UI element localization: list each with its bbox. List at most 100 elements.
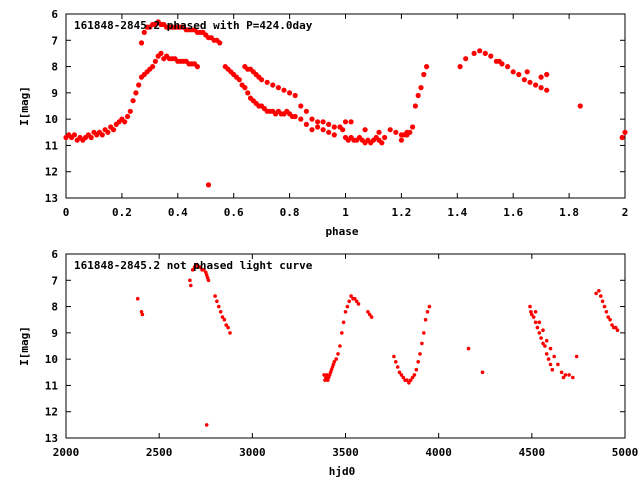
data-point	[303, 121, 309, 127]
data-point	[571, 375, 575, 380]
y-tick-label: 8	[51, 61, 58, 74]
data-point	[205, 182, 212, 188]
x-tick-label: 1.6	[503, 206, 523, 219]
data-point	[392, 354, 396, 359]
data-point	[298, 116, 304, 122]
data-point	[99, 132, 105, 138]
data-point	[537, 320, 542, 325]
data-point	[130, 98, 136, 104]
data-point	[135, 296, 140, 301]
data-point	[604, 310, 609, 314]
data-point	[326, 129, 332, 135]
data-point	[198, 265, 202, 269]
data-point	[136, 82, 142, 88]
x-tick-label: 0.8	[280, 206, 300, 219]
data-point	[264, 79, 270, 85]
data-point	[218, 310, 223, 314]
x-tick-label: 1.8	[559, 206, 579, 219]
data-point	[369, 315, 374, 319]
data-point	[471, 50, 477, 57]
data-point	[602, 304, 607, 309]
data-point	[309, 116, 315, 122]
data-point	[387, 127, 393, 133]
data-point	[303, 108, 309, 114]
data-point	[315, 124, 321, 130]
data-point	[410, 124, 416, 130]
data-point	[320, 119, 326, 125]
phased-plot-xlabel: phase	[325, 225, 358, 238]
data-point	[356, 302, 361, 306]
data-point	[348, 119, 354, 125]
data-point	[561, 375, 566, 380]
data-point	[228, 331, 232, 335]
data-point	[236, 77, 242, 83]
raw-plot-y-ticks: 6 7 8 9 10 11 12 13	[45, 248, 625, 445]
x-tick-label: 0.2	[112, 206, 132, 219]
data-point	[399, 373, 404, 377]
data-point	[259, 77, 265, 83]
data-point	[404, 132, 410, 138]
y-tick-label: 6	[51, 248, 58, 261]
data-point	[320, 127, 326, 133]
data-point	[480, 370, 485, 375]
data-point	[188, 278, 192, 283]
data-point	[204, 423, 209, 427]
data-point	[594, 291, 598, 296]
y-tick-label: 6	[51, 8, 58, 21]
data-point	[275, 85, 281, 91]
data-point	[192, 265, 197, 269]
data-point	[466, 346, 471, 351]
data-point	[415, 92, 421, 99]
y-tick-label: 8	[51, 301, 58, 314]
data-point	[427, 304, 432, 309]
data-point	[222, 317, 227, 322]
data-point	[425, 310, 430, 314]
data-point	[379, 140, 385, 146]
y-tick-label: 13	[45, 432, 58, 445]
data-point	[477, 48, 483, 54]
data-point	[424, 64, 430, 70]
data-point	[190, 268, 195, 272]
data-point	[597, 289, 601, 293]
data-point	[405, 378, 409, 383]
data-point	[496, 58, 502, 64]
data-point	[423, 317, 428, 322]
data-point	[527, 79, 533, 85]
data-point	[376, 129, 382, 135]
data-point	[287, 90, 293, 96]
y-tick-label: 12	[45, 406, 58, 419]
y-tick-label: 10	[45, 113, 58, 126]
data-point	[537, 331, 542, 335]
data-point	[421, 71, 427, 78]
data-point	[615, 328, 620, 333]
data-point	[412, 373, 417, 377]
data-point	[418, 85, 424, 91]
data-point	[533, 320, 538, 325]
data-point	[418, 352, 422, 356]
x-tick-label: 1	[342, 206, 349, 219]
data-point	[533, 82, 539, 88]
data-point	[331, 124, 337, 130]
data-point	[401, 375, 406, 380]
data-point	[531, 315, 536, 319]
data-point	[544, 71, 550, 78]
data-point	[189, 283, 193, 288]
data-point	[505, 64, 511, 70]
data-point	[202, 268, 206, 272]
data-point	[150, 64, 156, 70]
data-point	[341, 320, 346, 325]
data-point	[342, 119, 349, 125]
data-point	[224, 323, 228, 327]
data-point	[88, 134, 94, 141]
data-point	[331, 132, 337, 138]
data-point	[353, 296, 357, 301]
data-point	[398, 137, 404, 143]
phased-plot-panel: 0 0.2 0.4 0.6 0.8 1 1.2 1.4 1.6 1.8 2 6 7 8 9 10 11 12 13…	[18, 8, 628, 238]
data-point	[226, 325, 230, 330]
raw-plot-x-ticks: 2000 2500 3000 3500 4000 4500 5000	[53, 254, 638, 459]
data-point	[599, 294, 603, 298]
raw-plot-title: 161848-2845.2 not phased light curve	[74, 259, 313, 272]
data-point	[215, 299, 219, 304]
data-point	[315, 119, 321, 125]
